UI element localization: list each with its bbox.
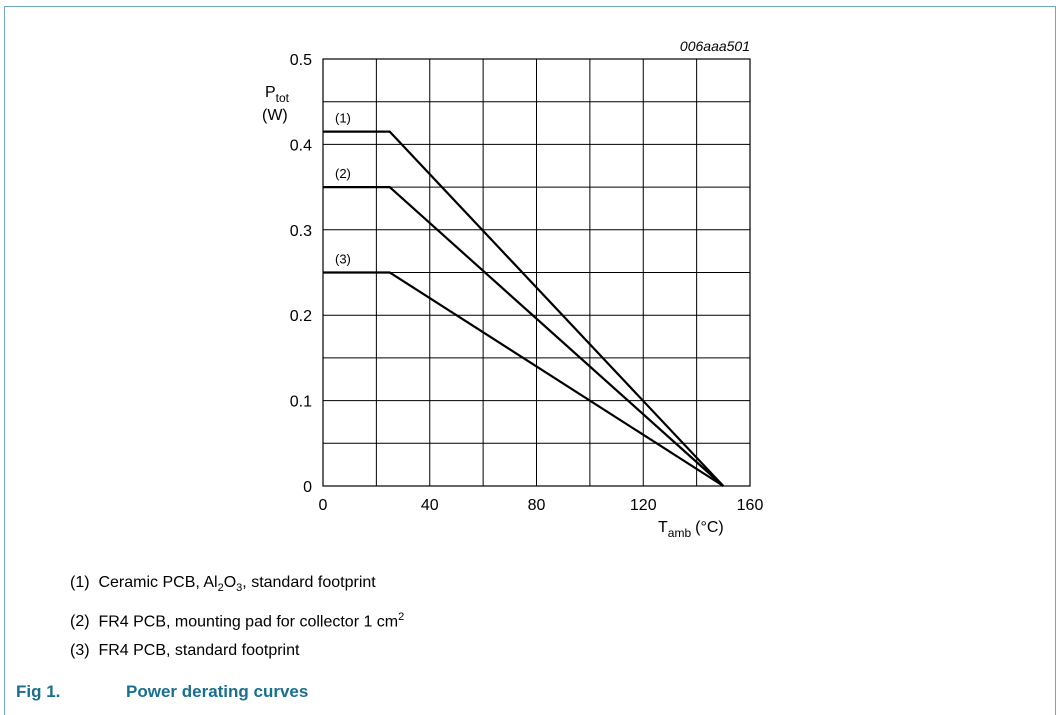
series-label-3: (3) <box>335 252 351 267</box>
y-tick-label: 0.1 <box>290 394 312 411</box>
note-2-number: (2) <box>70 613 90 631</box>
y-tick-label: 0.3 <box>290 223 312 240</box>
figure-frame <box>4 6 1056 715</box>
chart-notes: (1) Ceramic PCB, Al2O3, standard footpri… <box>70 566 404 668</box>
note-1-text-end: , standard footprint <box>242 574 376 591</box>
series-label-2: (2) <box>335 166 351 181</box>
figure-id: 006aaa501 <box>680 38 750 54</box>
note-3-text: FR4 PCB, standard footprint <box>98 642 300 659</box>
note-1-text-mid: O <box>223 574 237 591</box>
x-tick-label: 40 <box>421 497 439 514</box>
y-tick-label: 0.5 <box>290 52 312 69</box>
series-line-3 <box>323 271 724 487</box>
figure-title: Power derating curves <box>126 682 309 701</box>
y-axis-label: Ptot <box>265 84 290 105</box>
note-2: (2) FR4 PCB, mounting pad for collector … <box>70 600 404 634</box>
y-tick-label: 0.4 <box>290 137 312 154</box>
y-tick-label: 0 <box>303 479 312 496</box>
x-tick-label: 80 <box>528 497 546 514</box>
note-1-number: (1) <box>70 574 90 591</box>
x-tick-label: 120 <box>630 497 657 514</box>
figure-number: Fig 1. <box>16 682 61 701</box>
note-1-sub-b: 3 <box>236 582 243 595</box>
note-1-text: Ceramic PCB, Al <box>98 574 218 591</box>
x-tick-label: 0 <box>319 497 328 514</box>
x-tick-label: 160 <box>737 497 764 514</box>
note-2-sup: 2 <box>398 611 405 623</box>
note-1: (1) Ceramic PCB, Al2O3, standard footpri… <box>70 566 404 600</box>
note-1-sub-a: 2 <box>217 582 224 595</box>
note-2-text: FR4 PCB, mounting pad for collector 1 cm <box>98 613 399 631</box>
figure-caption: Fig 1. Power derating curves <box>16 682 308 702</box>
series-label-1: (1) <box>335 111 351 126</box>
series-line-1 <box>323 130 725 487</box>
y-axis-unit: (W) <box>262 107 288 124</box>
note-3: (3) FR4 PCB, standard footprint <box>70 634 404 668</box>
series-line-2 <box>323 186 725 487</box>
note-3-number: (3) <box>70 642 90 659</box>
power-derating-chart: 0 40 80 120 160 0 0.1 0.2 0.3 0.4 0.5 006aaa501 Ptot… <box>262 38 764 540</box>
x-axis-label: Tamb (°C) <box>658 519 724 540</box>
y-tick-label: 0.2 <box>290 308 312 325</box>
